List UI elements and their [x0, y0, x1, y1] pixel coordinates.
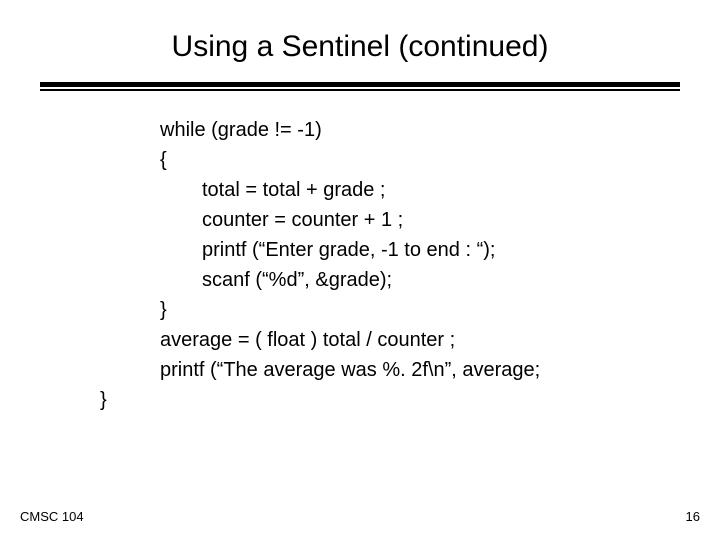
divider-thin [40, 89, 680, 91]
code-line: { [160, 145, 720, 175]
footer-left: CMSC 104 [20, 509, 84, 524]
code-line: printf (“The average was %. 2f\n”, avera… [160, 355, 720, 385]
code-line: printf (“Enter grade, -1 to end : “); [160, 235, 720, 265]
slide-title: Using a Sentinel (continued) [0, 0, 720, 82]
divider-thick [40, 82, 680, 87]
slide-number: 16 [686, 509, 700, 524]
code-line: total = total + grade ; [160, 175, 720, 205]
title-divider [40, 82, 680, 91]
code-line: } [160, 295, 720, 325]
code-line: average = ( float ) total / counter ; [160, 325, 720, 355]
code-block: while (grade != -1) { total = total + gr… [0, 91, 720, 385]
code-line: while (grade != -1) [160, 115, 720, 145]
code-line: scanf (“%d”, &grade); [160, 265, 720, 295]
code-line-closing: } [0, 385, 720, 415]
code-line: counter = counter + 1 ; [160, 205, 720, 235]
